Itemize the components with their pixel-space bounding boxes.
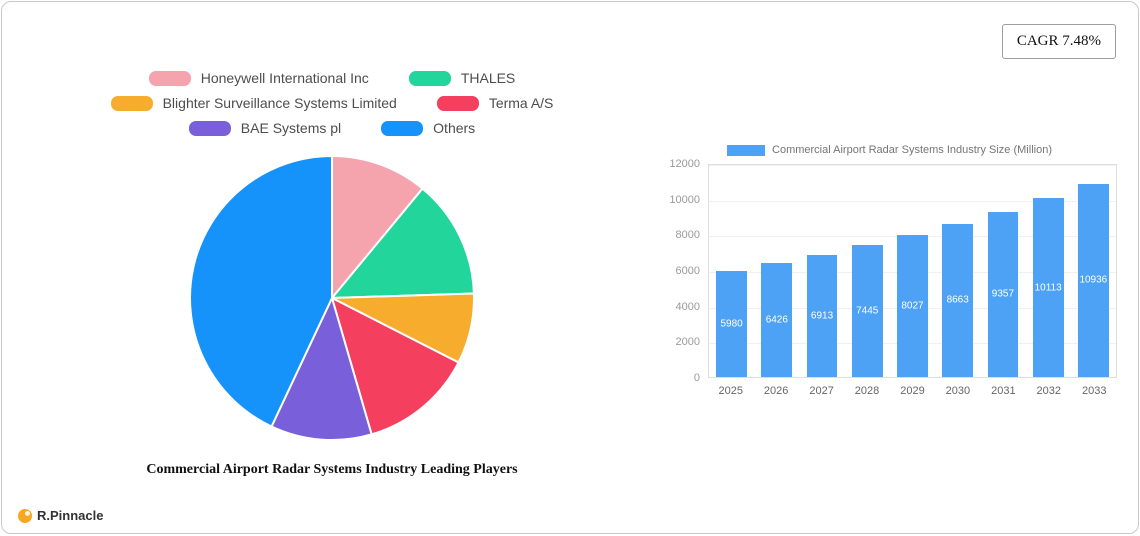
legend-swatch	[188, 120, 231, 136]
bar-legend-label: Commercial Airport Radar Systems Industr…	[772, 144, 1052, 156]
brand-logo: R.Pinnacle	[18, 508, 103, 523]
legend-label: Terma A/S	[488, 95, 554, 111]
pie-legend-row: Blighter Surveillance Systems Limited Ter…	[110, 95, 554, 111]
bar-y-axis: 0 2000 4000 6000 8000 10000 12000	[662, 158, 708, 384]
x-tick-label: 2031	[991, 385, 1016, 397]
y-tick-label: 2000	[675, 336, 700, 349]
bar-column: 8027	[890, 165, 935, 377]
x-tick-label: 2033	[1081, 385, 1107, 397]
bar[interactable]: 8027	[897, 235, 928, 377]
bar-legend-swatch	[727, 144, 766, 156]
brand-name: R.Pinnacle	[37, 508, 104, 523]
x-tick-label: 2030	[945, 385, 971, 397]
pinnacle-logo-icon	[18, 508, 32, 523]
y-tick-label: 8000	[675, 229, 700, 242]
pie-legend-item[interactable]: Others	[381, 120, 475, 136]
y-tick-label: 12000	[669, 158, 700, 170]
legend-label: Honeywell International Inc	[200, 70, 369, 86]
legend-label: Others	[433, 120, 476, 136]
bar-column: 8663	[935, 165, 980, 377]
bar-value-label: 7445	[856, 305, 879, 317]
pie-chart-title: Commercial Airport Radar Systems Industr…	[146, 462, 518, 477]
legend-swatch	[148, 70, 191, 86]
bar[interactable]: 10113	[1032, 198, 1064, 377]
legend-swatch	[381, 120, 424, 136]
bar-column: 5980	[709, 165, 754, 377]
bar[interactable]: 6426	[761, 263, 793, 377]
x-tick-label: 2025	[718, 385, 743, 397]
x-tick-label: 2026	[763, 385, 789, 397]
x-tick-label: 2029	[900, 385, 925, 397]
legend-label: BAE Systems pl	[240, 120, 342, 136]
bar[interactable]: 10936	[1077, 183, 1109, 377]
pie-legend-item[interactable]: Terma A/S	[436, 95, 554, 111]
bar-value-label: 6913	[810, 310, 834, 322]
bar-column: 6426	[754, 165, 799, 377]
bar-column: 6913	[799, 165, 844, 377]
bar-column: 10936	[1071, 165, 1116, 377]
pie-slice[interactable]	[329, 187, 475, 300]
cagr-badge: CAGR 7.48%	[1001, 24, 1116, 59]
bar-value-label: 6426	[765, 314, 788, 326]
bar-value-label: 5980	[720, 318, 743, 330]
pie-slice[interactable]	[330, 296, 460, 436]
pie-slice[interactable]	[331, 154, 424, 301]
bar-chart: 0 2000 4000 6000 8000 10000 12000 5980 6426 6913…	[662, 158, 1117, 397]
bar[interactable]: 9357	[987, 211, 1019, 377]
pie-legend: Honeywell International Inc THALES Blighte…	[2, 70, 662, 136]
bar-column: 9357	[980, 165, 1025, 377]
bar[interactable]: 7445	[851, 245, 883, 377]
bar-column: 10113	[1026, 165, 1071, 377]
bar-value-label: 9357	[991, 288, 1015, 300]
bar-x-axis: 2025 2026 2027 2028 2029 2030 2031 2032 2033	[708, 385, 1117, 397]
pie-chart-panel: Honeywell International Inc THALES Blighte…	[2, 2, 662, 478]
pie-legend-row: Honeywell International Inc THALES	[148, 70, 516, 86]
bar-chart-panel: Commercial Airport Radar Systems Industr…	[662, 2, 1127, 478]
pie-legend-row: BAE Systems pl Others	[188, 120, 475, 136]
pie-legend-item[interactable]: Honeywell International Inc	[148, 70, 369, 86]
y-tick-label: 4000	[675, 300, 700, 313]
charts-container: Honeywell International Inc THALES Blighte…	[2, 2, 1138, 478]
y-tick-label: 10000	[669, 193, 700, 206]
x-tick-label: 2028	[854, 385, 880, 397]
bar-value-label: 10936	[1079, 274, 1108, 286]
pie-chart	[189, 154, 475, 441]
legend-swatch	[408, 70, 451, 86]
legend-swatch	[436, 95, 479, 111]
bar[interactable]: 5980	[716, 271, 747, 377]
pie-legend-item[interactable]: THALES	[408, 70, 516, 86]
pie-slice[interactable]	[189, 154, 333, 428]
bar[interactable]: 6913	[806, 254, 838, 377]
bar-plot-wrap: 5980 6426 6913 7445 8027 8663 9357 10113 10936 2…	[708, 164, 1117, 397]
bar[interactable]: 8663	[942, 223, 974, 377]
pie-legend-item[interactable]: Blighter Surveillance Systems Limited	[110, 95, 397, 111]
x-tick-label: 2032	[1036, 385, 1062, 397]
bar-chart-legend[interactable]: Commercial Airport Radar Systems Industr…	[662, 144, 1117, 156]
x-tick-label: 2027	[809, 385, 834, 397]
pie-legend-item[interactable]: BAE Systems pl	[188, 120, 342, 136]
bar-value-label: 10113	[1034, 282, 1062, 294]
pie-slice[interactable]	[270, 295, 373, 441]
bar-value-label: 8663	[946, 294, 969, 306]
legend-label: THALES	[460, 70, 516, 86]
bar-plot-area: 5980 6426 6913 7445 8027 8663 9357 10113 10936	[708, 164, 1117, 378]
bar-value-label: 8027	[901, 300, 924, 312]
bar-column: 7445	[845, 165, 890, 377]
y-tick-label: 0	[693, 372, 700, 384]
legend-swatch	[110, 95, 153, 111]
y-tick-label: 6000	[675, 265, 700, 277]
legend-label: Blighter Surveillance Systems Limited	[162, 95, 397, 111]
